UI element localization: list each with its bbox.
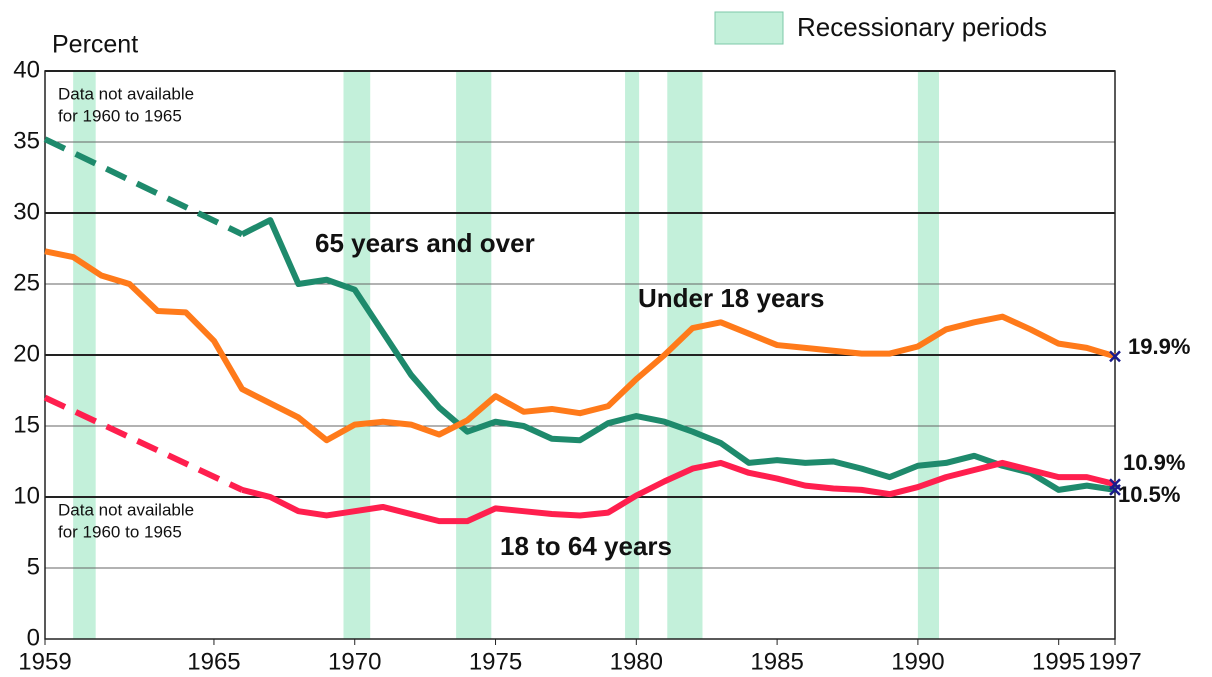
- y-axis-label: Percent: [52, 31, 138, 59]
- series-line: [240, 217, 1116, 493]
- annotation: Data not available: [58, 500, 194, 519]
- end-label: 10.9%: [1123, 450, 1185, 475]
- x-tick-label: 1965: [187, 648, 240, 675]
- end-marker: [1109, 478, 1121, 491]
- series-label: 65 years and over: [315, 228, 535, 258]
- series-label: Under 18 years: [638, 283, 824, 313]
- annotation: for 1960 to 1965: [58, 106, 182, 125]
- x-tick-label: 1959: [18, 648, 71, 675]
- series-label: 18 to 64 years: [500, 531, 672, 561]
- x-tick-label: 1995: [1032, 648, 1085, 675]
- y-tick-label: 40: [13, 56, 40, 83]
- gap-bridge: [43, 394, 244, 493]
- y-tick-label: 0: [27, 624, 40, 651]
- series-line: [44, 248, 1116, 444]
- x-tick-label: 1975: [469, 648, 522, 675]
- x-tick-label: 1985: [750, 648, 803, 675]
- series-line: [241, 459, 1116, 525]
- end-label: 10.5%: [1118, 482, 1180, 507]
- x-tick-label: 1990: [891, 648, 944, 675]
- end-marker: [1109, 350, 1121, 363]
- legend-label: Recessionary periods: [797, 12, 1047, 42]
- x-tick-label: 1997: [1088, 648, 1141, 675]
- y-tick-label: 15: [13, 411, 40, 438]
- x-tick-label: 1980: [610, 648, 663, 675]
- y-tick-label: 25: [13, 269, 40, 296]
- gap-bridge: [43, 136, 244, 238]
- legend-swatch: [714, 11, 784, 45]
- end-label: 19.9%: [1128, 334, 1190, 359]
- y-tick-label: 20: [13, 340, 40, 367]
- annotation: Data not available: [58, 84, 194, 103]
- y-tick-label: 10: [13, 482, 40, 509]
- y-tick-label: 30: [13, 198, 40, 225]
- y-tick-label: 35: [13, 127, 40, 154]
- x-tick-label: 1970: [328, 648, 381, 675]
- y-tick-label: 5: [27, 553, 40, 580]
- annotation: for 1960 to 1965: [58, 522, 182, 541]
